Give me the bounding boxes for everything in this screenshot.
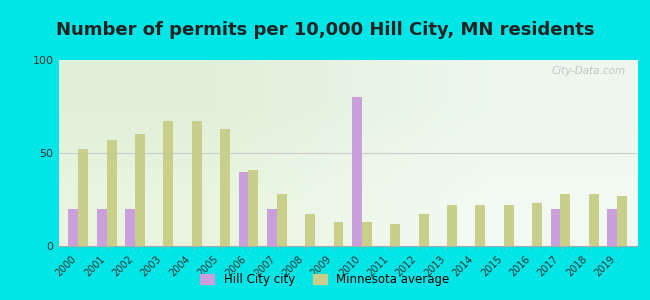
Bar — [163, 122, 174, 246]
Bar — [107, 140, 116, 246]
Bar — [125, 209, 135, 246]
Bar — [267, 209, 277, 246]
Bar — [248, 170, 259, 246]
Bar — [504, 205, 514, 246]
Bar — [560, 194, 570, 246]
Bar — [589, 194, 599, 246]
Bar — [607, 209, 617, 246]
Bar — [475, 205, 486, 246]
Bar — [362, 222, 372, 246]
Bar — [239, 172, 248, 246]
Bar — [532, 203, 542, 246]
Bar — [192, 122, 202, 246]
Bar — [79, 149, 88, 246]
Bar — [419, 214, 428, 246]
Bar — [617, 196, 627, 246]
Legend: Hill City city, Minnesota average: Hill City city, Minnesota average — [196, 269, 454, 291]
Bar — [352, 97, 362, 246]
Bar — [306, 214, 315, 246]
Bar — [68, 209, 79, 246]
Bar — [390, 224, 400, 246]
Bar — [277, 194, 287, 246]
Bar — [97, 209, 107, 246]
Bar — [333, 222, 343, 246]
Bar — [551, 209, 560, 246]
Bar — [447, 205, 457, 246]
Text: Number of permits per 10,000 Hill City, MN residents: Number of permits per 10,000 Hill City, … — [56, 21, 594, 39]
Bar — [220, 129, 230, 246]
Bar — [135, 134, 145, 246]
Text: City-Data.com: City-Data.com — [551, 66, 625, 76]
